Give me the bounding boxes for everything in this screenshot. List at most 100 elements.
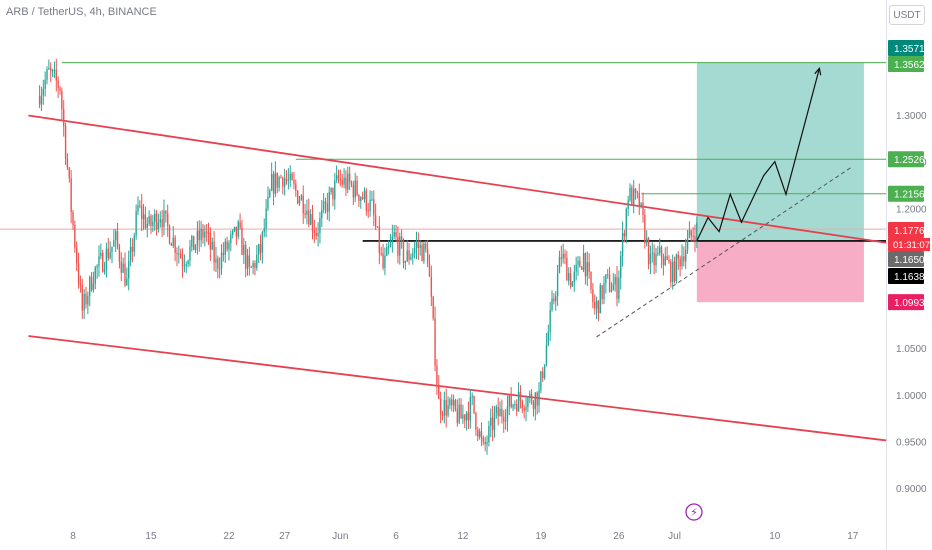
candle-body xyxy=(694,236,696,241)
candle-body xyxy=(660,247,663,258)
candle-body xyxy=(374,215,377,227)
candle-body xyxy=(402,241,405,263)
candle-body xyxy=(560,257,563,259)
candle-body xyxy=(113,240,115,247)
alert-button[interactable]: ⚡ xyxy=(685,503,703,521)
candle-body xyxy=(367,210,369,212)
candle-body xyxy=(272,174,275,194)
price-tag-resistance-2 xyxy=(888,185,924,202)
candle-body xyxy=(218,268,221,270)
candle-body xyxy=(441,414,444,416)
candle-body xyxy=(597,300,600,314)
candle-body xyxy=(543,364,546,378)
candle-body xyxy=(105,248,108,270)
candle-body xyxy=(324,201,327,204)
candle-body xyxy=(157,222,160,230)
candle-body xyxy=(278,177,280,188)
candle-body xyxy=(287,179,290,181)
candle-body xyxy=(547,332,550,345)
candle-body xyxy=(395,231,397,237)
candle-body xyxy=(581,267,583,270)
currency-button[interactable]: USDT xyxy=(889,5,925,25)
candle-body xyxy=(146,223,148,228)
candle-body xyxy=(666,256,668,261)
candle-body xyxy=(317,232,319,236)
candle-body xyxy=(70,178,72,213)
candle-body xyxy=(181,258,184,267)
candle-body xyxy=(491,417,494,430)
candle-body xyxy=(295,184,297,191)
candle-body xyxy=(250,266,252,268)
candle-body xyxy=(361,197,364,199)
candle-body xyxy=(150,216,152,226)
candle-body xyxy=(651,252,653,254)
candle-body xyxy=(514,404,516,406)
price-tag-last-price xyxy=(888,222,924,238)
candle-body xyxy=(592,289,594,303)
time-tick-label: 8 xyxy=(70,531,76,542)
candle-body xyxy=(347,173,349,190)
candle-body xyxy=(577,260,579,265)
candle-body xyxy=(118,246,121,262)
candle-body xyxy=(642,202,644,216)
candle-body xyxy=(265,208,267,229)
dashed-trendline xyxy=(596,165,854,338)
candle-body xyxy=(657,253,659,255)
candle-body xyxy=(620,256,622,278)
candle-body xyxy=(688,230,691,239)
candle-body xyxy=(569,273,572,287)
candle-body xyxy=(178,253,180,255)
candle-body xyxy=(668,260,670,262)
channel-upper-line xyxy=(28,114,887,244)
candle-body xyxy=(575,264,577,272)
candle-body xyxy=(267,196,269,209)
candle-body xyxy=(512,404,514,408)
candle-body xyxy=(90,276,93,290)
candle-body xyxy=(412,253,414,257)
candle-body xyxy=(189,246,191,261)
candle-body xyxy=(298,200,301,204)
candle-body xyxy=(96,265,98,268)
candle-body xyxy=(542,371,544,378)
candle-body xyxy=(124,263,126,286)
candle-body xyxy=(239,221,241,228)
candle-body xyxy=(187,260,189,265)
candle-body xyxy=(478,431,481,437)
candle-body xyxy=(452,400,455,406)
candle-body xyxy=(595,300,598,309)
candle-body xyxy=(558,257,561,274)
candle-body xyxy=(451,399,453,406)
price-axis-divider xyxy=(886,0,887,550)
candle-body xyxy=(237,221,239,237)
target-zone xyxy=(696,62,864,241)
candle-body xyxy=(40,95,43,105)
candle-body xyxy=(220,252,223,269)
candle-body xyxy=(326,203,329,212)
candle-body xyxy=(527,397,529,408)
candle-body xyxy=(165,210,167,214)
candle-body xyxy=(66,158,69,168)
candle-body xyxy=(465,412,468,421)
projection-overlay xyxy=(696,67,822,242)
candle-body xyxy=(614,276,616,285)
candle-body xyxy=(360,197,362,202)
candle-body xyxy=(536,392,538,406)
candle-body xyxy=(139,205,141,207)
candle-body xyxy=(129,246,132,262)
candle-body xyxy=(231,230,234,235)
candle-body xyxy=(400,236,403,242)
candle-body xyxy=(128,261,130,279)
candle-body xyxy=(179,253,182,259)
price-tick-label: 0.9500 xyxy=(896,437,927,448)
price-tag-label: 1.2526 xyxy=(894,155,925,166)
candle-body xyxy=(649,253,652,265)
candle-body xyxy=(293,179,295,185)
candle-body xyxy=(159,219,161,223)
candle-body xyxy=(200,228,202,241)
candle-body xyxy=(378,226,381,254)
candle-body xyxy=(551,298,553,311)
candle-body xyxy=(335,175,338,181)
price-tag-entry xyxy=(888,251,924,267)
candle-body xyxy=(601,285,603,300)
